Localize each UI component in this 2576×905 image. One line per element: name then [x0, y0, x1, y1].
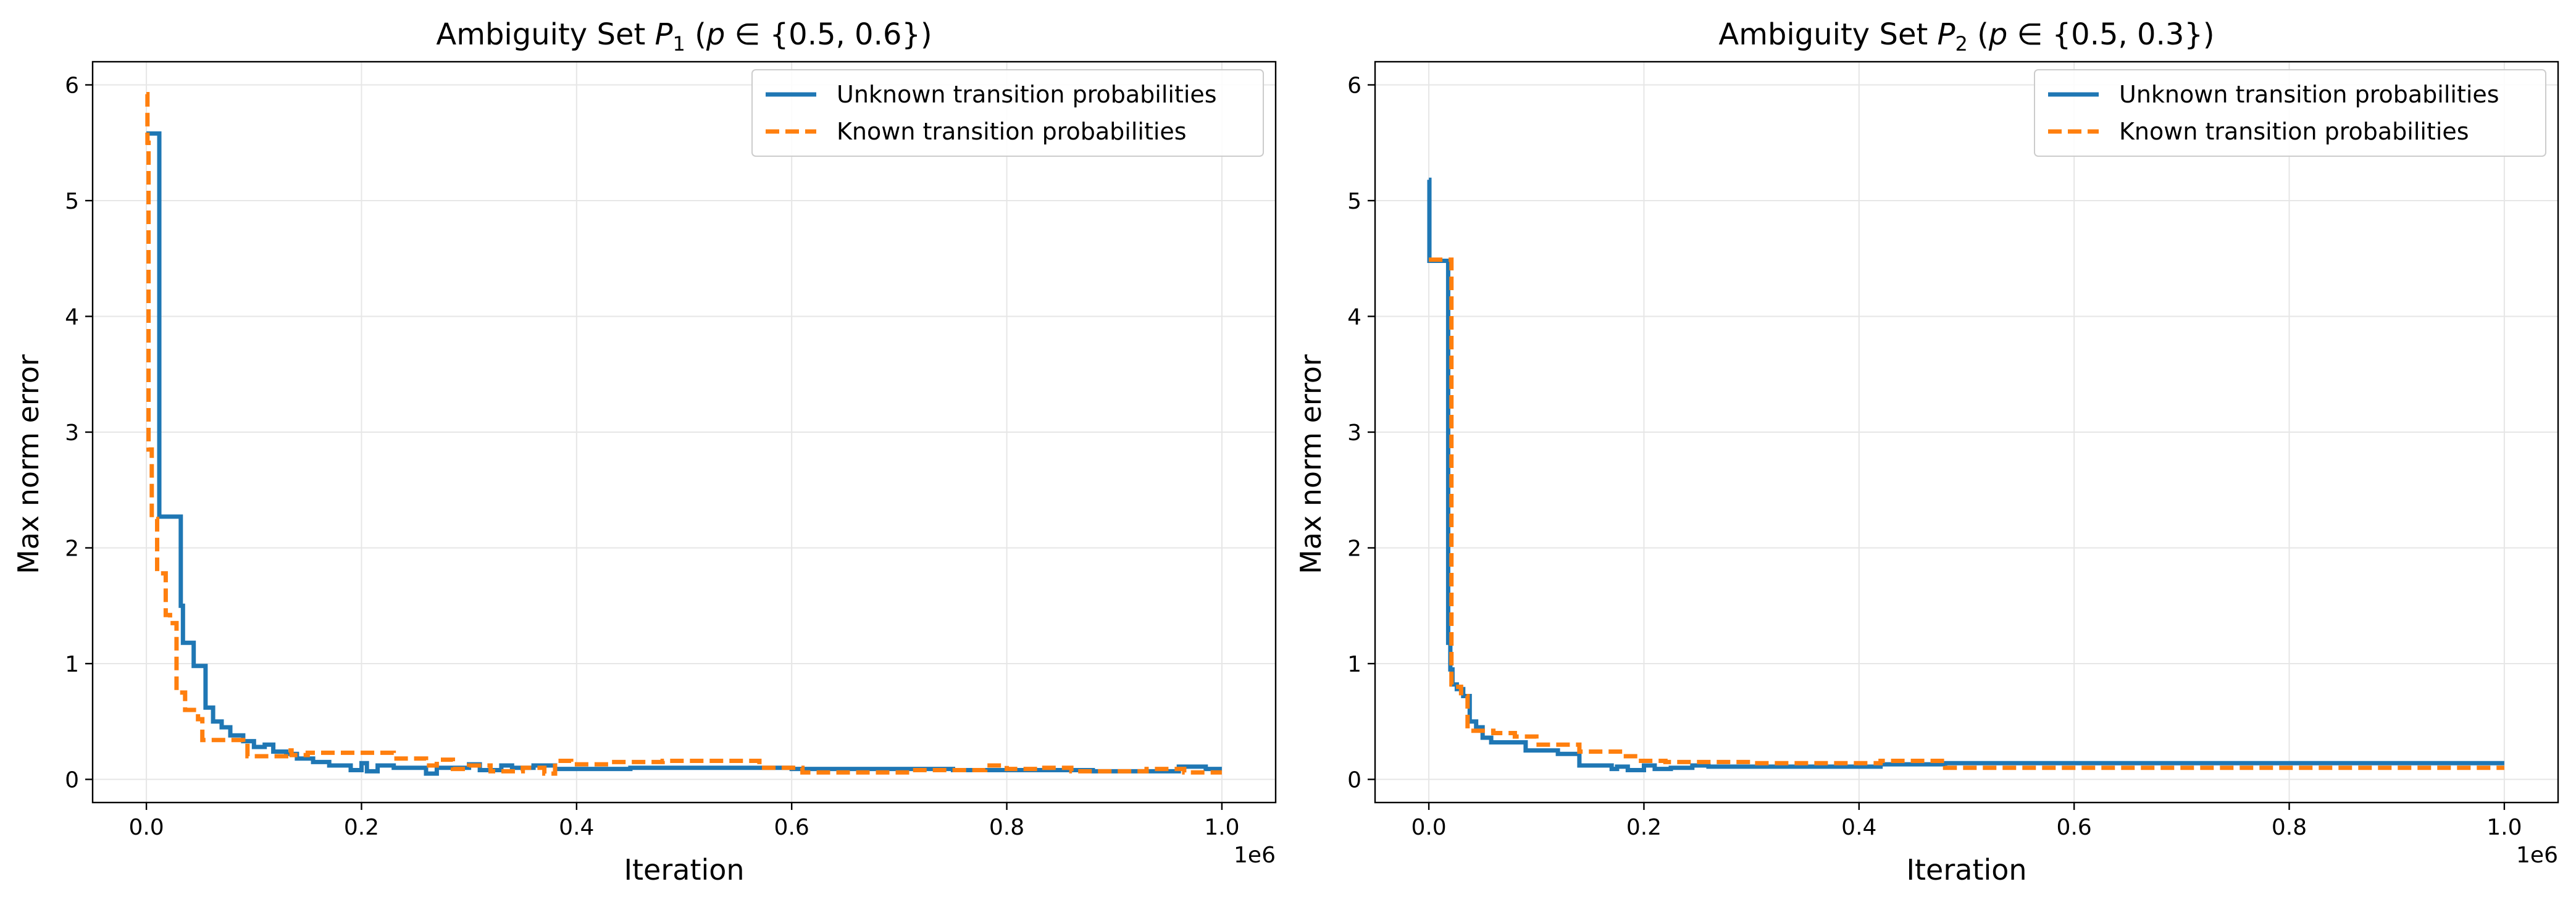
chart-left-y-tick-label-5: 5: [65, 189, 79, 214]
chart-left-y-tick-label-3: 3: [65, 420, 79, 446]
chart-right: 0.0 0.2 0.4 0.6 0.8 1.0 0 1 2 3 4 5 6 Ambiguity Set …: [1294, 17, 2559, 886]
chart-right-y-tick-label-4: 4: [1347, 305, 1361, 330]
chart-left-y-tick-label-2: 2: [65, 536, 79, 562]
chart-right-legend[interactable]: Unknown transition probabilities Known t…: [2034, 69, 2546, 157]
chart-right-series-known-line: [1429, 257, 2504, 770]
chart-left-legend[interactable]: Unknown transition probabilities Known t…: [751, 69, 1264, 157]
chart-left-legend-unknown-label: Unknown transition probabilities: [837, 81, 1217, 108]
chart-left-y-axis-label: Max norm error: [12, 354, 45, 574]
chart-left-y-tick-label-4: 4: [65, 305, 79, 330]
chart-left-x-tick-label-0: 0.0: [128, 815, 164, 840]
chart-left-x-offset-label: 1e6: [1234, 843, 1276, 868]
chart-left-y-tick-label-1: 1: [65, 652, 79, 677]
chart-right-ticks: 0.0 0.2 0.4 0.6 0.8 1.0 0 1 2 3 4 5 6: [1347, 73, 2522, 841]
chart-left-x-tick-label-2: 0.4: [559, 815, 594, 840]
chart-right-y-axis-label: Max norm error: [1294, 354, 1328, 574]
chart-left-x-tick-label-3: 0.6: [774, 815, 809, 840]
chart-right-x-tick-label-4: 0.8: [2272, 815, 2307, 840]
chart-left-y-tick-label-6: 6: [65, 73, 79, 99]
chart-right-legend-box: [2034, 69, 2546, 157]
chart-right-y-tick-label-2: 2: [1347, 536, 1361, 562]
chart-left-x-tick-label-1: 0.2: [344, 815, 379, 840]
chart-right-legend-known-label: Known transition probabilities: [2119, 118, 2469, 145]
chart-right-x-tick-label-1: 0.2: [1626, 815, 1662, 840]
chart-right-x-tick-label-5: 1.0: [2486, 815, 2522, 840]
chart-left-title: Ambiguity Set P1 (p ∈ {0.5, 0.6}): [436, 17, 932, 56]
chart-right-title: Ambiguity Set P2 (p ∈ {0.5, 0.3}): [1718, 17, 2214, 56]
chart-right-y-tick-label-5: 5: [1347, 189, 1361, 214]
chart-left-x-tick-label-4: 0.8: [989, 815, 1024, 840]
chart-left-series: [145, 92, 1222, 776]
chart-right-x-axis-label: Iteration: [1906, 853, 2026, 886]
chart-right-y-tick-label-3: 3: [1347, 420, 1361, 446]
chart-right-legend-unknown-label: Unknown transition probabilities: [2119, 81, 2499, 108]
chart-left-y-tick-label-0: 0: [65, 768, 79, 793]
chart-right-y-tick-label-1: 1: [1347, 652, 1361, 677]
chart-left-series-known-line: [145, 92, 1222, 776]
chart-right-y-tick-label-0: 0: [1347, 768, 1361, 793]
chart-left-legend-known-label: Known transition probabilities: [837, 118, 1187, 145]
chart-left-series-unknown-line: [146, 131, 1222, 776]
chart-right-y-tick-label-6: 6: [1347, 73, 1361, 99]
chart-right-x-tick-label-3: 0.6: [2057, 815, 2092, 840]
chart-left-x-axis-label: Iteration: [624, 853, 744, 886]
chart-left: 0.0 0.2 0.4 0.6 0.8 1.0 0 1 2 3 4 5 6 Ambiguity Set …: [12, 17, 1277, 886]
chart-right-series: [1427, 177, 2504, 772]
chart-left-ticks: 0.0 0.2 0.4 0.6 0.8 1.0 0 1 2 3 4 5 6: [65, 73, 1239, 841]
chart-right-x-offset-label: 1e6: [2516, 843, 2558, 868]
chart-left-x-tick-label-5: 1.0: [1204, 815, 1239, 840]
chart-left-legend-box: [751, 69, 1264, 157]
chart-left-grid: [93, 62, 1276, 803]
chart-right-x-tick-label-2: 0.4: [1841, 815, 1876, 840]
chart-right-x-tick-label-0: 0.0: [1411, 815, 1446, 840]
chart-right-grid: [1375, 62, 2558, 803]
